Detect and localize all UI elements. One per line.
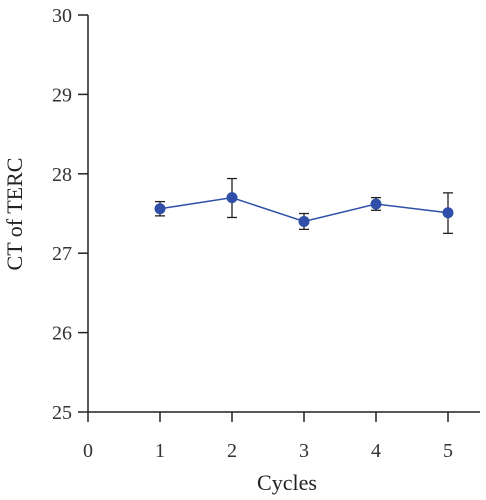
- x-axis-title: Cycles: [257, 470, 317, 495]
- y-axis-title: CT of TERC: [2, 158, 27, 271]
- x-tick-label: 1: [155, 440, 165, 462]
- data-point: [370, 198, 382, 210]
- data-point: [154, 203, 166, 215]
- y-tick-label: 30: [52, 5, 72, 27]
- y-tick-label: 26: [52, 323, 72, 345]
- axes: 25 26 27 28 29 30 0 1 2 3 4 5: [52, 5, 480, 462]
- y-tick-label: 28: [52, 164, 72, 186]
- x-tick-label: 3: [299, 440, 309, 462]
- data-point: [442, 207, 454, 219]
- data-point: [226, 192, 238, 204]
- series-layer: [154, 177, 454, 235]
- x-tick-label: 4: [371, 440, 381, 462]
- x-tick-label: 2: [227, 440, 237, 462]
- y-tick-label: 25: [52, 402, 72, 424]
- y-tick-label: 27: [52, 243, 72, 265]
- x-tick-label: 0: [83, 440, 93, 462]
- data-point: [298, 215, 310, 227]
- y-ticks: 25 26 27 28 29 30: [52, 5, 88, 424]
- x-tick-label: 5: [443, 440, 453, 462]
- x-ticks: 0 1 2 3 4 5: [83, 412, 453, 462]
- y-tick-label: 29: [52, 84, 72, 106]
